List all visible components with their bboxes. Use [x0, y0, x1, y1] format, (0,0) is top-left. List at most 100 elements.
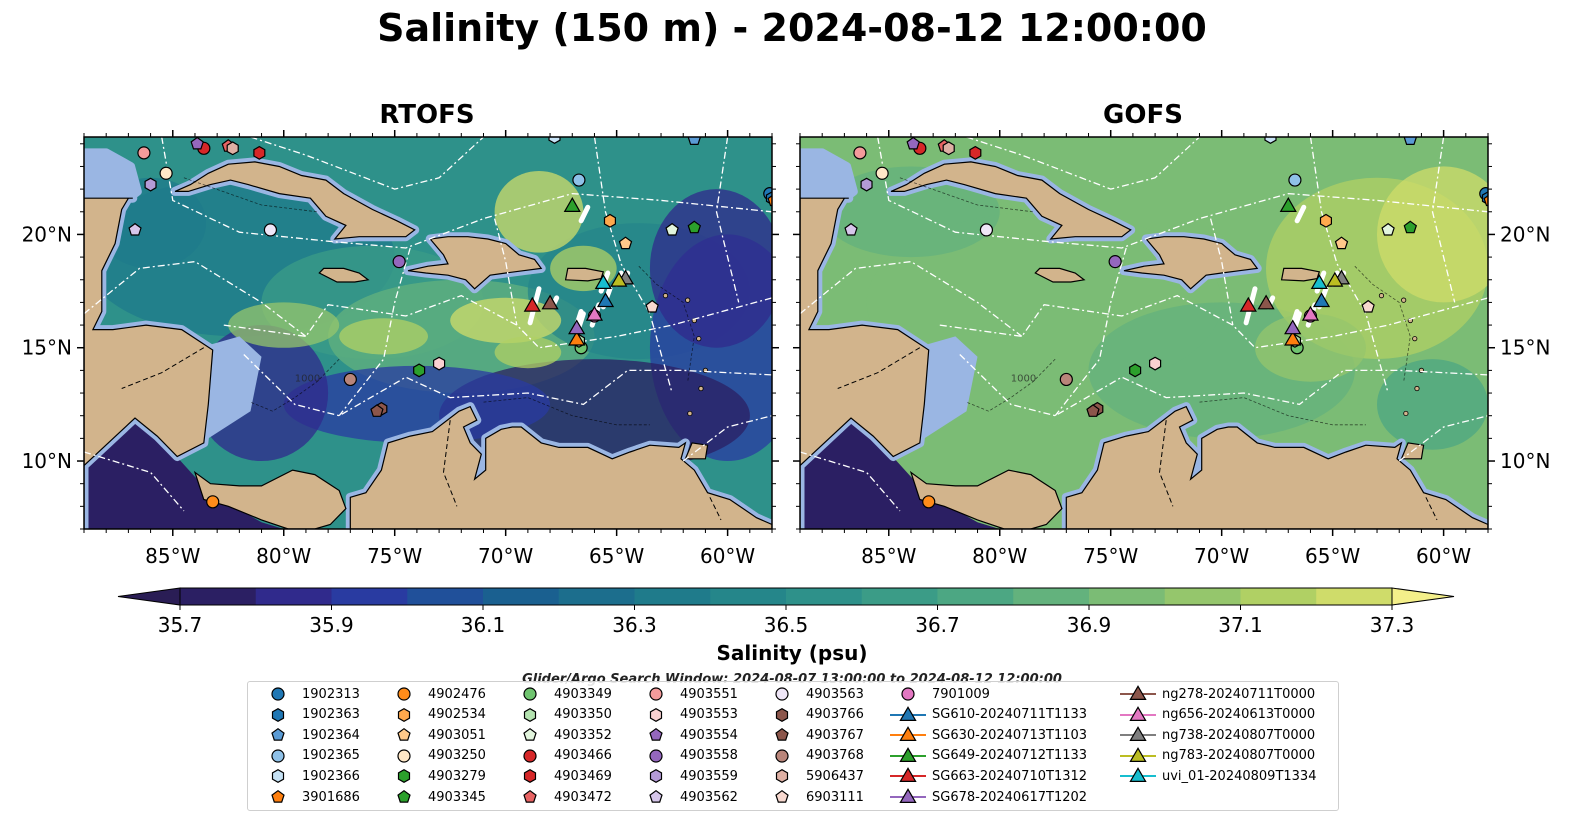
argo-float-marker: [1334, 236, 1349, 250]
argo-float-marker: [853, 146, 867, 160]
legend-label: ng783-20240807T0000: [1162, 748, 1316, 764]
panel-title-rtofs: RTOFS: [379, 100, 475, 130]
argo-float-marker: [1361, 299, 1375, 313]
argo-float-marker: [645, 299, 659, 313]
isobath-label: 1000: [1011, 374, 1036, 385]
argo-float-marker: [767, 194, 772, 207]
argo-float-marker: [618, 236, 633, 250]
colorbar-segment: [407, 588, 484, 605]
colorbar: 35.7 35.9 36.1 36.3 36.5 36.7 36.9 37.1 37.3: [117, 587, 1455, 637]
argo-float-marker: [969, 145, 982, 160]
lon-tick-label: 70°W: [478, 544, 533, 568]
colorbar-segment: [710, 588, 787, 605]
legend-symbol: [1120, 767, 1156, 783]
island: [1401, 297, 1407, 303]
colorbar-segment: [180, 588, 257, 605]
salinity-patch: [228, 302, 340, 348]
legend-item: ng278-20240711T0000: [1118, 684, 1315, 704]
isobath-1000: [250, 358, 340, 412]
legend-label: SG610-20240711T1133: [932, 707, 1088, 723]
land-5: [564, 267, 605, 282]
isobath-1000: [183, 177, 318, 213]
country-border: [837, 347, 921, 389]
legend-item: 4902534: [384, 705, 486, 725]
legend-symbol: [1120, 705, 1156, 721]
glider-marker: [1279, 196, 1297, 212]
pacific-region: [800, 418, 1000, 529]
legend-marker: [899, 705, 917, 721]
land-2: [1065, 405, 1488, 529]
nicaragua-shelf: [199, 336, 262, 439]
legend-label: 4903558: [680, 748, 738, 764]
lon-tick-label: 75°W: [1083, 544, 1138, 568]
legend-marker: [1129, 746, 1147, 762]
legend-symbol: [271, 769, 285, 784]
land-0: [84, 197, 214, 529]
glider-track: [1294, 204, 1307, 224]
legend-label: 4903563: [806, 686, 864, 702]
isobath-1000: [1199, 397, 1366, 426]
legend-item: 1902364: [258, 725, 360, 745]
legend-item: 4903559: [636, 766, 738, 786]
legend-symbol: [775, 749, 789, 763]
colorbar-segment: [786, 588, 863, 605]
argo-float-marker: [1319, 213, 1333, 228]
lat-tick-label: 10°N: [22, 449, 72, 473]
legend-label: 4903466: [554, 748, 612, 764]
argo-float-marker: [572, 173, 586, 187]
legend-label: 7901009: [932, 686, 990, 702]
legend-symbol: [890, 746, 926, 762]
colorbar-segment: [634, 588, 711, 605]
legend-symbol: [523, 769, 537, 784]
legend-marker: [397, 749, 411, 763]
legend-item: 4903767: [762, 725, 864, 745]
legend-label: 4903279: [428, 768, 486, 784]
legend-marker: [271, 728, 285, 741]
legend-symbol: [397, 687, 411, 701]
land-3: [174, 161, 416, 240]
legend-item: 4903350: [510, 705, 612, 725]
colorbar-segment: [1013, 588, 1090, 605]
colorbar-tick-label: 35.9: [309, 613, 354, 637]
salinity-patch: [1255, 313, 1366, 382]
colorbar-tick-label: 35.7: [158, 613, 203, 637]
legend-label: ng738-20240807T0000: [1162, 727, 1316, 743]
legend-label: ng656-20240613T0000: [1162, 707, 1316, 723]
island: [687, 410, 693, 417]
legend-item: SG678-20240617T1202: [888, 787, 1087, 807]
eez-boundary: [243, 354, 772, 417]
eez-boundary: [84, 260, 307, 337]
glider-marker: [596, 292, 615, 308]
legend-item: 4903472: [510, 787, 612, 807]
legend-label: SG649-20240712T1133: [932, 748, 1088, 764]
legend-label: 1902366: [302, 768, 360, 784]
legend-label: 4903768: [806, 748, 864, 764]
legend-marker: [1129, 726, 1147, 742]
legend-marker: [397, 687, 411, 701]
legend-marker: [649, 707, 663, 722]
island: [1414, 385, 1420, 392]
lon-tick-label: 85°W: [861, 544, 916, 568]
colorbar-tick-label: 36.3: [612, 613, 657, 637]
legend-symbol: [649, 728, 663, 741]
legend-symbol: [397, 728, 411, 741]
legend-label: 1902365: [302, 748, 360, 764]
argo-float-marker: [1483, 194, 1488, 207]
legend-label: 1902364: [302, 727, 360, 743]
glider-marker: [1312, 292, 1331, 308]
legend-item: SG610-20240711T1133: [888, 705, 1087, 725]
argo-float-marker: [906, 137, 920, 150]
legend-item: 1902366: [258, 766, 360, 786]
map-frame: [799, 136, 1489, 530]
legend-symbol: [523, 707, 537, 722]
legend-item: 4903558: [636, 746, 738, 766]
lon-tick-label: 65°W: [1305, 544, 1360, 568]
legend-symbol: [397, 769, 411, 784]
argo-float-marker: [370, 404, 384, 417]
glider-marker: [568, 330, 586, 346]
argo-float-marker: [665, 222, 679, 236]
glider-track: [578, 204, 591, 224]
argo-float-marker: [1381, 222, 1395, 236]
legend-item: 4903553: [636, 705, 738, 725]
